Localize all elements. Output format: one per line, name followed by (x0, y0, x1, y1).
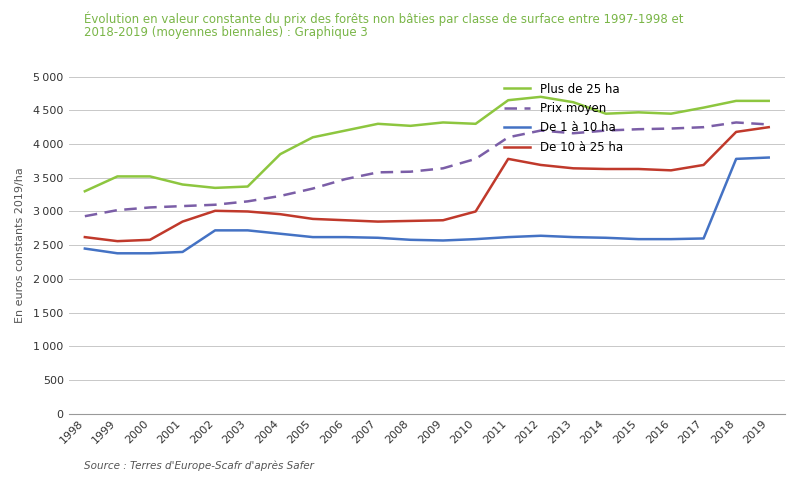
De 1 à 10 ha (373, 235, 382, 240)
Text: Évolution en valeur constante du prix des forêts non bâties par classe de surfac: Évolution en valeur constante du prix de… (84, 12, 683, 26)
Prix moyen (471, 156, 481, 162)
De 1 à 10 ha (569, 234, 578, 240)
Plus de 25 ha (406, 123, 415, 129)
De 10 à 25 ha (373, 219, 382, 225)
De 10 à 25 ha (731, 129, 741, 135)
De 10 à 25 ha (438, 217, 448, 223)
Plus de 25 ha (275, 151, 285, 157)
De 1 à 10 ha (634, 236, 643, 242)
Plus de 25 ha (764, 98, 774, 104)
De 10 à 25 ha (536, 162, 546, 168)
De 1 à 10 ha (503, 234, 513, 240)
De 1 à 10 ha (666, 236, 676, 242)
De 1 à 10 ha (145, 251, 154, 256)
De 10 à 25 ha (275, 211, 285, 217)
Prix moyen (145, 204, 154, 210)
De 1 à 10 ha (438, 238, 448, 243)
De 1 à 10 ha (601, 235, 610, 240)
Plus de 25 ha (145, 174, 154, 180)
De 1 à 10 ha (243, 228, 253, 233)
Plus de 25 ha (373, 121, 382, 127)
Plus de 25 ha (341, 128, 350, 133)
De 1 à 10 ha (406, 237, 415, 243)
De 1 à 10 ha (341, 234, 350, 240)
De 10 à 25 ha (113, 238, 122, 244)
De 1 à 10 ha (178, 249, 187, 255)
Plus de 25 ha (601, 111, 610, 117)
Plus de 25 ha (503, 97, 513, 103)
Line: Plus de 25 ha: Plus de 25 ha (85, 97, 769, 191)
De 10 à 25 ha (145, 237, 154, 243)
Prix moyen (764, 121, 774, 127)
Prix moyen (666, 126, 676, 132)
De 10 à 25 ha (341, 217, 350, 223)
De 10 à 25 ha (308, 216, 318, 222)
De 1 à 10 ha (764, 155, 774, 160)
De 10 à 25 ha (666, 168, 676, 173)
De 1 à 10 ha (308, 234, 318, 240)
De 10 à 25 ha (178, 219, 187, 225)
Prix moyen (601, 128, 610, 133)
Text: 2018-2019 (moyennes biennales) : Graphique 3: 2018-2019 (moyennes biennales) : Graphiq… (84, 26, 368, 39)
Plus de 25 ha (178, 181, 187, 187)
Prix moyen (210, 202, 220, 208)
Prix moyen (569, 131, 578, 136)
Plus de 25 ha (698, 105, 708, 110)
De 1 à 10 ha (275, 231, 285, 237)
Line: Prix moyen: Prix moyen (85, 122, 769, 216)
Plus de 25 ha (438, 120, 448, 125)
Prix moyen (243, 199, 253, 204)
Text: Source : Terres d'Europe-Scafr d'après Safer: Source : Terres d'Europe-Scafr d'après S… (84, 461, 314, 471)
Plus de 25 ha (569, 99, 578, 105)
Prix moyen (113, 207, 122, 213)
Prix moyen (634, 126, 643, 132)
Plus de 25 ha (666, 111, 676, 117)
Line: De 10 à 25 ha: De 10 à 25 ha (85, 127, 769, 241)
Prix moyen (80, 213, 90, 219)
Y-axis label: En euros constants 2019/ha: En euros constants 2019/ha (15, 168, 25, 323)
Plus de 25 ha (80, 188, 90, 194)
De 1 à 10 ha (80, 246, 90, 252)
Prix moyen (373, 169, 382, 175)
Prix moyen (406, 169, 415, 175)
Prix moyen (438, 166, 448, 171)
De 1 à 10 ha (536, 233, 546, 239)
De 10 à 25 ha (243, 209, 253, 215)
Plus de 25 ha (113, 174, 122, 180)
Plus de 25 ha (536, 94, 546, 100)
De 1 à 10 ha (698, 236, 708, 241)
Plus de 25 ha (243, 184, 253, 190)
Prix moyen (698, 124, 708, 130)
De 10 à 25 ha (503, 156, 513, 162)
Plus de 25 ha (471, 121, 481, 127)
De 10 à 25 ha (634, 166, 643, 172)
De 10 à 25 ha (80, 234, 90, 240)
De 10 à 25 ha (764, 124, 774, 130)
Plus de 25 ha (731, 98, 741, 104)
Prix moyen (536, 128, 546, 133)
De 10 à 25 ha (698, 162, 708, 168)
De 1 à 10 ha (210, 228, 220, 233)
Legend: Plus de 25 ha, Prix moyen, De 1 à 10 ha, De 10 à 25 ha: Plus de 25 ha, Prix moyen, De 1 à 10 ha,… (504, 83, 623, 154)
Prix moyen (731, 120, 741, 125)
De 1 à 10 ha (731, 156, 741, 162)
De 10 à 25 ha (210, 208, 220, 214)
De 10 à 25 ha (569, 166, 578, 171)
Plus de 25 ha (308, 134, 318, 140)
De 10 à 25 ha (471, 209, 481, 215)
Prix moyen (503, 134, 513, 140)
Prix moyen (275, 193, 285, 199)
Prix moyen (178, 203, 187, 209)
De 1 à 10 ha (113, 251, 122, 256)
Prix moyen (341, 176, 350, 182)
Plus de 25 ha (210, 185, 220, 191)
Plus de 25 ha (634, 109, 643, 115)
De 1 à 10 ha (471, 236, 481, 242)
De 10 à 25 ha (406, 218, 415, 224)
Line: De 1 à 10 ha: De 1 à 10 ha (85, 157, 769, 253)
De 10 à 25 ha (601, 166, 610, 172)
Prix moyen (308, 186, 318, 192)
